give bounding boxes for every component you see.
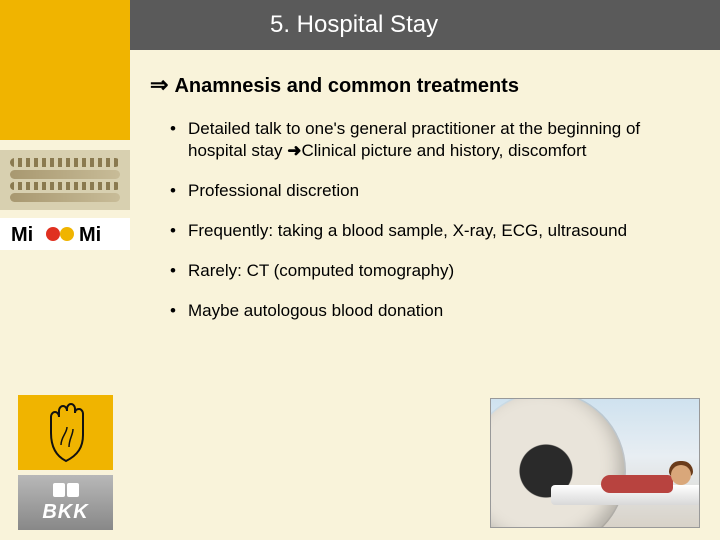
scanner-photo	[490, 398, 700, 528]
bullet-list: Detailed talk to one's general practitio…	[150, 118, 700, 323]
heading-arrow-icon: ⇒	[150, 72, 168, 98]
bullet-item: Professional discretion	[188, 180, 700, 202]
slide-title: 5. Hospital Stay	[270, 11, 438, 39]
sidebar: Mi Mi BKK	[0, 0, 130, 540]
title-bar: 5. Hospital Stay	[130, 0, 720, 50]
bullet-item: Detailed talk to one's general practitio…	[188, 118, 700, 162]
hand-icon	[18, 395, 113, 470]
bullet-text-post: Clinical picture and history, discomfort	[301, 141, 586, 160]
heading-row: ⇒ Anamnesis and common treatments	[150, 72, 700, 98]
content-heading: Anamnesis and common treatments	[174, 75, 519, 98]
bullet-item: Frequently: taking a blood sample, X-ray…	[188, 220, 700, 242]
bkk-logo: BKK	[18, 475, 113, 530]
inline-arrow-icon: ➜	[287, 141, 301, 160]
patient	[601, 459, 691, 499]
sidebar-gold-block	[0, 0, 130, 140]
svg-text:Mi: Mi	[11, 224, 33, 246]
content-area: ⇒ Anamnesis and common treatments Detail…	[150, 72, 700, 341]
sidebar-pattern-block	[0, 150, 130, 210]
svg-text:Mi: Mi	[79, 224, 101, 246]
bullet-item: Rarely: CT (computed tomography)	[188, 260, 700, 282]
bullet-item: Maybe autologous blood donation	[188, 300, 700, 322]
mimi-logo: Mi Mi	[0, 218, 130, 250]
bkk-label: BKK	[42, 501, 88, 524]
